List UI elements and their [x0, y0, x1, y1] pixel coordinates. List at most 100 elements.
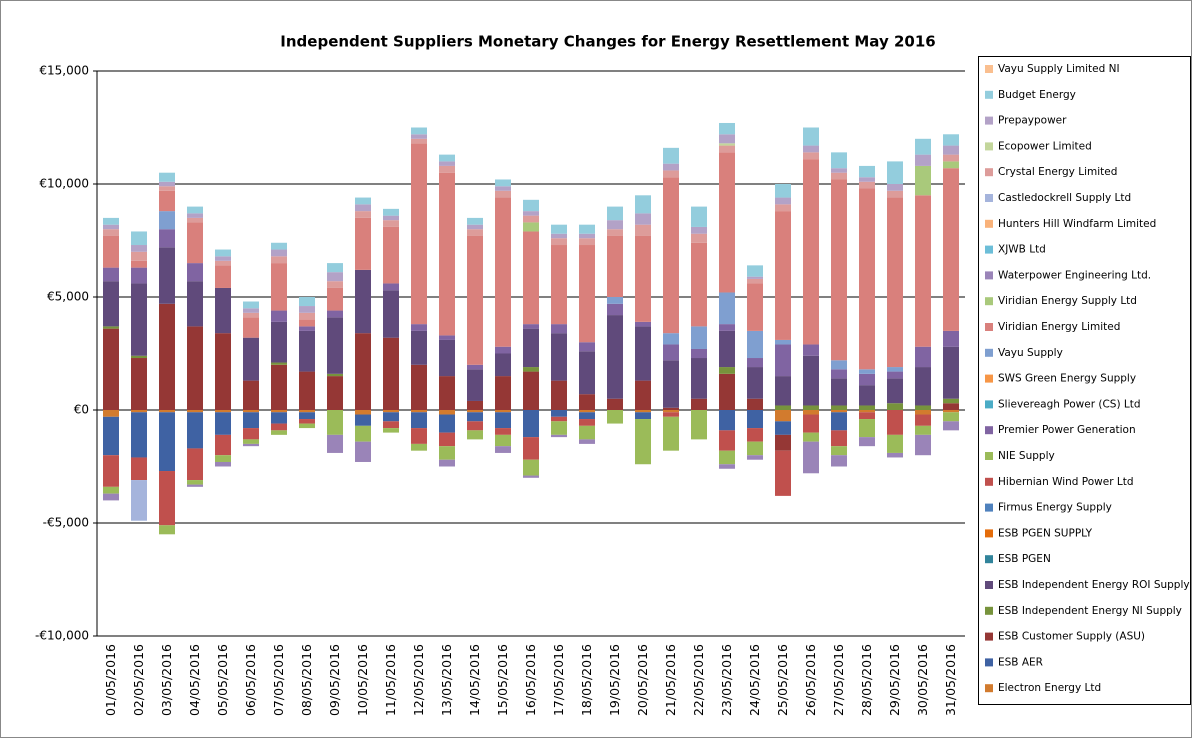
bar-segment	[663, 177, 679, 334]
bar-segment	[299, 319, 315, 327]
bar-segment	[355, 197, 371, 205]
bar-segment	[187, 263, 203, 282]
bar-segment	[635, 419, 651, 465]
bar-segment	[579, 342, 595, 352]
bar-segment	[495, 353, 511, 377]
legend-label: ESB Independent Energy ROI Supply	[998, 579, 1190, 591]
bar-segment	[299, 423, 315, 429]
x-tick-label: 26/05/2016	[803, 644, 818, 716]
bar-segment	[243, 428, 259, 440]
bar-segment	[103, 224, 119, 230]
bar-segment	[663, 344, 679, 361]
bar-segment	[439, 410, 455, 415]
x-tick-label: 14/05/2016	[467, 644, 482, 716]
legend-label: Vayu Supply	[998, 347, 1063, 359]
bar-segment	[215, 287, 231, 334]
bar-segment	[943, 134, 959, 146]
bar-segment	[159, 412, 175, 472]
bar-segment	[243, 301, 259, 309]
bar-segment	[719, 324, 735, 331]
bar-segment	[579, 425, 595, 440]
bar-segment	[747, 330, 763, 359]
bar-segment	[355, 425, 371, 442]
bar-segment	[383, 220, 399, 227]
bar-segment	[719, 430, 735, 451]
bar-segment	[859, 412, 875, 420]
bar-segment	[803, 152, 819, 160]
bar-segment	[859, 177, 875, 182]
bar-segment	[719, 464, 735, 469]
bar-segment	[635, 410, 651, 413]
bar-segment	[383, 410, 399, 413]
y-tick-label: €10,000	[39, 177, 89, 191]
bar-segment	[467, 364, 483, 370]
bar-segment	[635, 235, 651, 322]
bar-segment	[523, 475, 539, 478]
legend-swatch	[985, 632, 993, 641]
bar-segment	[859, 369, 875, 374]
x-tick-label: 16/05/2016	[523, 644, 538, 716]
bar-segment	[523, 222, 539, 232]
bar-segment	[691, 206, 707, 227]
bar-segment	[831, 446, 847, 456]
bar-segment	[355, 410, 371, 415]
x-tick-label: 08/05/2016	[299, 644, 314, 716]
bar-segment	[803, 355, 819, 406]
bar-segment	[187, 410, 203, 413]
bar-segment	[467, 421, 483, 431]
bar-segment	[719, 145, 735, 153]
legend-swatch	[985, 245, 993, 254]
bar-segment	[327, 410, 343, 435]
bar-segment	[551, 416, 567, 422]
bar-segment	[299, 419, 315, 424]
bar-segment	[299, 326, 315, 331]
bar-segment	[187, 281, 203, 327]
legend-label: NIE Supply	[998, 450, 1055, 462]
bar-segment	[411, 134, 427, 139]
bar-segment	[579, 233, 595, 239]
bar-segment	[859, 385, 875, 406]
bar-segment	[327, 434, 343, 453]
bar-segment	[271, 430, 287, 435]
bar-segment	[439, 172, 455, 336]
bar-segment	[187, 412, 203, 449]
bar-segment	[915, 367, 931, 406]
bar-segment	[719, 410, 735, 431]
x-tick-label: 06/05/2016	[243, 644, 258, 716]
bar-segment	[607, 220, 623, 230]
bar-segment	[243, 312, 259, 318]
bar-segment	[159, 172, 175, 182]
bar-segment	[747, 455, 763, 460]
legend-label: ESB PGEN	[998, 553, 1051, 565]
bar-segment	[411, 443, 427, 451]
bar-segment	[887, 452, 903, 458]
bar-segment	[439, 165, 455, 173]
bar-segment	[495, 412, 511, 429]
legend-label: Viridian Energy Supply Ltd	[998, 295, 1137, 307]
bar-segment	[411, 428, 427, 444]
bar-segment	[775, 211, 791, 340]
bar-segment	[831, 168, 847, 173]
bar-segment	[803, 414, 819, 433]
bar-segment	[523, 215, 539, 223]
bar-segment	[551, 380, 567, 410]
bar-segment	[299, 410, 315, 413]
bar-segment	[803, 344, 819, 356]
bar-segment	[495, 197, 511, 347]
bar-segment	[355, 414, 371, 426]
bar-segment	[495, 346, 511, 354]
bar-segment	[327, 310, 343, 318]
bar-segment	[719, 134, 735, 144]
bar-segment	[495, 434, 511, 447]
x-tick-label: 31/05/2016	[943, 644, 958, 716]
bar-segment	[887, 378, 903, 404]
bar-segment	[579, 351, 595, 395]
bar-segment	[495, 376, 511, 410]
x-tick-label: 02/05/2016	[131, 644, 146, 716]
x-tick-label: 15/05/2016	[495, 644, 510, 716]
bar-segment	[159, 247, 175, 304]
bar-segment	[131, 267, 147, 284]
bar-segment	[495, 186, 511, 191]
bar-segment	[411, 127, 427, 135]
